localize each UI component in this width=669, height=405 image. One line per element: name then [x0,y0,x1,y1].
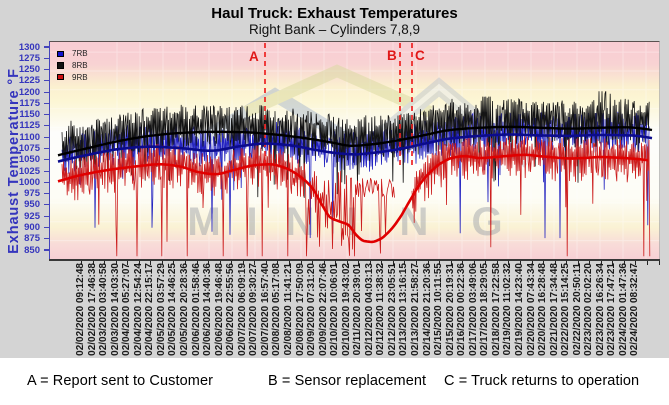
svg-text:B: B [387,48,397,63]
svg-text:M: M [187,200,220,244]
svg-text:C: C [415,48,425,63]
svg-text:A: A [249,49,259,64]
svg-text:G: G [471,200,502,244]
svg-text:I: I [246,200,257,244]
